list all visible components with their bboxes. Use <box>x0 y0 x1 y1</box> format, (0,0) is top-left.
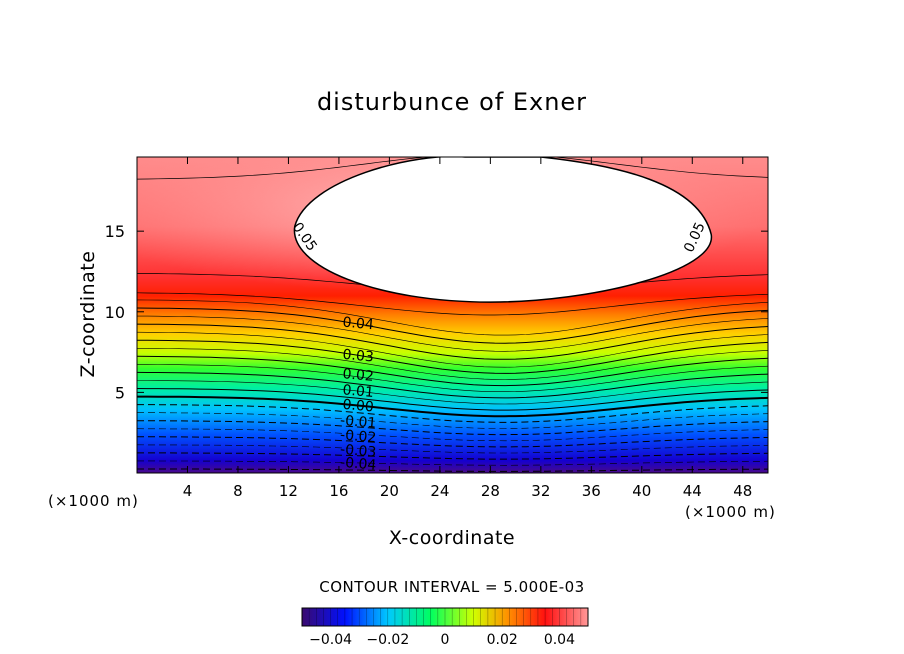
contour-line <box>137 428 768 442</box>
colorbar-tick-label: 0 <box>441 632 450 648</box>
colorbar-tick-label: −0.04 <box>309 632 352 648</box>
contour-line <box>137 380 768 405</box>
colorbar-tick-label: 0.04 <box>544 632 575 648</box>
x-tick-label: 32 <box>531 482 550 500</box>
contour-line <box>137 348 768 380</box>
x-unit-label: (×1000 m) <box>685 503 776 521</box>
colorbar-tick-label: 0.02 <box>487 632 518 648</box>
contour-line <box>137 420 768 436</box>
y-tick-label: 10 <box>105 303 125 322</box>
contour-line <box>137 460 768 466</box>
contour-line <box>137 299 768 336</box>
contour-line <box>137 157 768 180</box>
contour-label: 0.02 <box>342 366 374 385</box>
contour-label: 0.04 <box>342 315 375 334</box>
x-tick-label: 4 <box>183 482 193 500</box>
x-tick-label: 48 <box>733 482 752 500</box>
contour-lines <box>137 157 768 472</box>
colorbar-tick-label: −0.02 <box>366 632 409 648</box>
x-tick-label: 16 <box>329 482 348 500</box>
contour-label: 0.03 <box>342 347 374 366</box>
contour-line <box>137 331 768 368</box>
field-layer <box>137 157 768 473</box>
x-tick-label: 8 <box>233 482 243 500</box>
y-tick-label: 15 <box>105 222 125 241</box>
contour-label: -0.04 <box>339 455 377 474</box>
contour-line <box>137 339 768 374</box>
x-axis-label: X-coordinate <box>388 527 516 549</box>
chart-title: disturbunce of Exner <box>316 88 588 116</box>
contour-line <box>137 412 768 429</box>
x-tick-label: 20 <box>380 482 399 500</box>
plot-frame <box>136 156 769 474</box>
contour-line <box>137 436 768 448</box>
contour-line <box>137 323 768 360</box>
contour-line <box>137 315 768 352</box>
x-tick-label: 44 <box>683 482 702 500</box>
colorbar: −0.04 −0.02 0 0.02 0.04 <box>301 607 589 648</box>
contour-label: 0.00 <box>342 397 374 416</box>
contour-line <box>137 468 768 472</box>
contour-line <box>137 388 768 411</box>
x-tick-label: 12 <box>279 482 298 500</box>
contour-line <box>137 292 768 316</box>
contour-line <box>137 307 768 344</box>
contour-line <box>137 404 768 423</box>
contour-label: -0.01 <box>339 413 376 432</box>
contour-line <box>137 395 768 418</box>
x-tick-label: 24 <box>430 482 449 500</box>
contour-line <box>137 452 768 460</box>
contour-interval-label: CONTOUR INTERVAL = 5.000E-03 <box>319 578 585 596</box>
contour-line <box>137 371 768 399</box>
contour-label: -0.02 <box>339 427 376 446</box>
contour-line <box>137 364 768 392</box>
contour-label: 0.01 <box>342 382 374 401</box>
x-tick-label: 36 <box>582 482 601 500</box>
x-tick-label: 40 <box>632 482 651 500</box>
contour-line <box>137 444 768 454</box>
contour-label: -0.03 <box>339 442 376 461</box>
x-tick-label: 28 <box>481 482 500 500</box>
z-unit-label: (×1000 m) <box>48 492 139 510</box>
contour-line <box>137 355 768 387</box>
max-region-white <box>293 157 712 303</box>
y-tick-label: 5 <box>115 383 125 402</box>
